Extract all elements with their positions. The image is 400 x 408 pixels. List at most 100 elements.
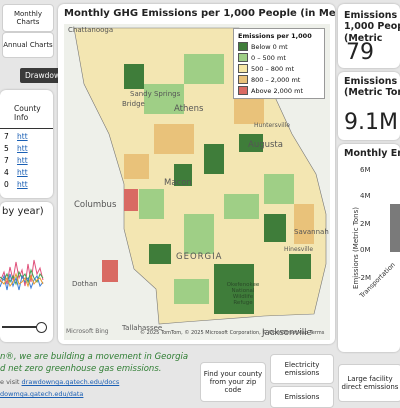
legend-title: Emissions per 1,000 <box>238 32 312 40</box>
county-tan-1 <box>154 124 194 154</box>
county-tan-4 <box>294 204 314 244</box>
county-tan-2 <box>234 94 264 124</box>
map-label-columbus: Columbus <box>74 200 117 210</box>
map-label-tallahassee: Tallahassee <box>122 324 163 332</box>
county-light-6 <box>174 279 209 304</box>
county-info-link[interactable]: htt <box>17 144 28 153</box>
table-cell-value: 7 <box>4 132 9 141</box>
kpi-value: 79 <box>346 40 374 65</box>
legend-swatch <box>238 64 248 73</box>
monthly-charts-label: Monthly Charts <box>13 9 43 26</box>
chart-title: Monthly Emis <box>344 148 400 159</box>
map-label-savannah: Savannah <box>294 228 329 236</box>
table-row: 7 htt <box>4 132 28 144</box>
table-divider <box>0 128 53 129</box>
legend-swatch <box>238 42 248 51</box>
county-table-card: County Info 7 htt 5 htt 7 htt 4 htt 0 htt <box>0 90 53 198</box>
county-info-link[interactable]: htt <box>17 156 28 165</box>
county-light-7 <box>139 189 164 219</box>
year-slider-track[interactable] <box>2 326 42 328</box>
annual-charts-label: Annual Charts <box>3 40 53 49</box>
table-cell-value: 4 <box>4 168 9 177</box>
map-title: Monthly GHG Emissions per 1,000 People (… <box>64 8 335 19</box>
county-info-link[interactable]: htt <box>17 168 28 177</box>
map-label-huntersville: Huntersville <box>254 122 290 129</box>
georgia-choropleth[interactable] <box>64 24 330 340</box>
map-card: Monthly GHG Emissions per 1,000 People (… <box>58 4 335 344</box>
trend-sparkline <box>0 259 44 291</box>
county-info-link[interactable]: htt <box>17 132 28 141</box>
chart-bar[interactable] <box>390 204 400 252</box>
map-label-dothan: Dothan <box>72 280 98 288</box>
monthly-emissions-chart-card: Monthly Emis Emissions (Metric Tons) 6M … <box>338 144 400 352</box>
legend-label: 0 – 500 mt <box>251 53 286 62</box>
map-label-macon: Macon <box>164 178 192 188</box>
kpi-card-per-1000: Emissions per 1,000 People (Metric 79 <box>338 4 400 68</box>
footer-line-4: dowmga.gatech.edu/data <box>0 390 83 398</box>
emissions-button[interactable]: Emissions <box>270 386 334 408</box>
map-attribution: © 2025 TomTom, © 2025 Microsoft Corporat… <box>140 330 325 336</box>
legend-item: 500 – 800 mt <box>238 64 320 73</box>
county-dark-4 <box>264 214 286 242</box>
map-label-chattanooga: Chattanooga <box>68 26 114 34</box>
county-info-link[interactable]: htt <box>17 180 28 189</box>
county-dark-5 <box>149 244 171 264</box>
table-row: 5 htt <box>4 144 28 156</box>
table-row: 4 htt <box>4 168 28 180</box>
county-table-rows: 7 htt 5 htt 7 htt 4 htt 0 htt <box>4 132 28 192</box>
map-label-okefenokee: Okefenokee National Wildlife Refuge <box>226 282 260 307</box>
map-label-hinesville: Hinesville <box>284 246 314 253</box>
large-facility-button[interactable]: Large facility direct emissions <box>338 364 400 402</box>
legend-swatch <box>238 86 248 95</box>
kpi-title: Emissions per 1,000 People (Metric <box>344 10 400 44</box>
table-cell-value: 7 <box>4 156 9 165</box>
footer-line-3: e visit drawdownga.gatech.edu/docs <box>0 378 119 386</box>
legend-swatch <box>238 53 248 62</box>
chart-tick: 2M <box>360 220 371 228</box>
map-label-sandy-springs: Sandy Springs <box>130 90 181 98</box>
legend-label: 500 – 800 mt <box>251 64 295 73</box>
find-county-label: Find your county from your zip code <box>203 369 263 395</box>
county-light-4 <box>184 214 214 254</box>
county-dark-8 <box>124 64 144 89</box>
county-dark-1 <box>204 144 224 174</box>
map-legend: Emissions per 1,000 Below 0 mt 0 – 500 m… <box>233 28 325 99</box>
county-dark-7 <box>289 254 311 279</box>
county-light-5 <box>264 174 294 204</box>
map-label-augusta: Augusta <box>248 140 283 150</box>
table-cell-value: 0 <box>4 180 9 189</box>
county-light-1 <box>144 84 184 114</box>
docs-link[interactable]: drawdownga.gatech.edu/docs <box>21 378 120 386</box>
county-dark-2 <box>239 134 263 152</box>
table-cell-value: 5 <box>4 144 9 153</box>
monthly-charts-button[interactable]: Monthly Charts <box>2 4 54 32</box>
legend-label: 800 – 2,000 mt <box>251 75 301 84</box>
data-link[interactable]: dowmga.gatech.edu/data <box>0 390 84 398</box>
year-slider-handle[interactable] <box>36 322 47 333</box>
legend-swatch <box>238 75 248 84</box>
legend-item: Above 2,000 mt <box>238 86 320 95</box>
footer-line-2: d net zero greenhouse gas emissions. <box>0 364 162 374</box>
kpi-value: 9.1M <box>344 110 398 135</box>
chart-tick: 6M <box>360 166 371 174</box>
electricity-emissions-button[interactable]: Electricity emissions <box>270 354 334 384</box>
legend-label: Below 0 mt <box>251 42 288 51</box>
kpi-card-total: Emissions fo (Metric Ton 9.1M <box>338 72 400 140</box>
annual-charts-button[interactable]: Annual Charts <box>2 32 54 58</box>
table-row: 0 htt <box>4 180 28 192</box>
county-info-header: County Info <box>14 104 41 122</box>
emissions-label: Emissions <box>284 392 320 401</box>
bing-logo: Microsoft Bing <box>66 328 109 335</box>
footer-line-3-prefix: e visit <box>0 378 22 386</box>
map-label-athens: Athens <box>174 104 204 114</box>
find-county-button[interactable]: Find your county from your zip code <box>200 362 266 402</box>
map-label-jacksonville: Jacksonville <box>262 328 312 338</box>
legend-label: Above 2,000 mt <box>251 86 304 95</box>
chart-tick: -2M <box>358 274 372 282</box>
county-light-3 <box>224 194 259 219</box>
county-light-2 <box>184 54 224 84</box>
county-dark-6 <box>214 264 254 314</box>
county-red-1 <box>124 189 138 211</box>
kpi-title: Emissions fo (Metric Ton <box>344 76 400 99</box>
legend-item: 800 – 2,000 mt <box>238 75 320 84</box>
